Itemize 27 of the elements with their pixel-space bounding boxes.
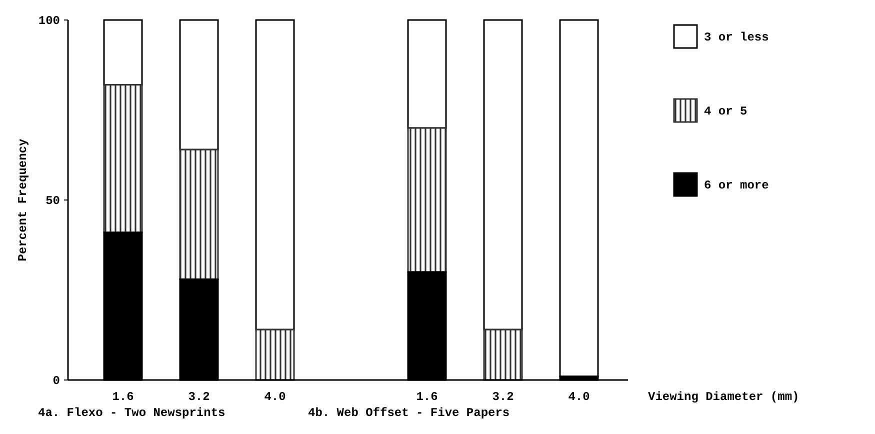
y-tick-label: 0 — [52, 374, 60, 388]
bar — [255, 19, 295, 330]
bar — [103, 84, 143, 234]
legend-label: 3 or less — [704, 30, 769, 45]
x-tick-label: 1.6 — [112, 390, 134, 404]
text: 4b. Web Offset - Five Papers — [308, 406, 510, 420]
x-tick-label: 4.0 — [568, 390, 590, 404]
legend-label: 4 or 5 — [704, 104, 748, 119]
bar — [559, 19, 599, 378]
text: 4a. Flexo - Two Newsprints — [38, 406, 226, 420]
legend-label: 6 or more — [704, 178, 769, 193]
bar — [483, 328, 523, 381]
bar — [407, 19, 447, 129]
y-axis-title: Percent Frequency — [16, 138, 30, 262]
bar — [179, 19, 219, 150]
x-axis-title: Viewing Diameter (mm) — [648, 390, 800, 404]
bar — [407, 127, 447, 273]
bar — [255, 328, 295, 381]
x-tick-label: 4.0 — [264, 390, 286, 404]
x-tick-label: 1.6 — [416, 390, 438, 404]
x-tick-label: 3.2 — [492, 390, 514, 404]
y-tick-label: 50 — [46, 194, 60, 208]
bar — [179, 148, 219, 280]
y-tick-label: 100 — [38, 14, 60, 28]
x-tick-label: 3.2 — [188, 390, 210, 404]
bar — [483, 19, 523, 330]
bar — [103, 19, 143, 86]
